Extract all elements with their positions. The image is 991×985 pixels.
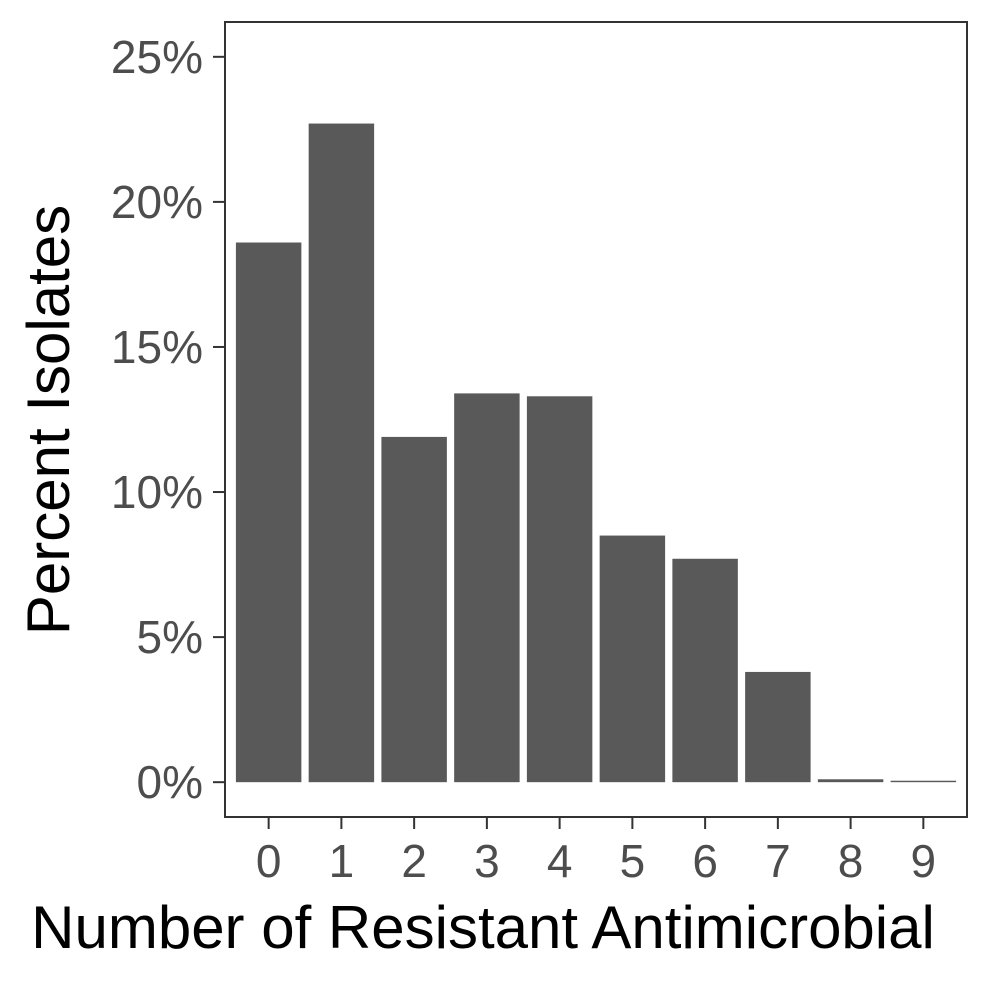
x-tick-label: 3 [474, 835, 500, 887]
bar-8 [817, 779, 884, 783]
y-tick-label: 10% [111, 466, 203, 518]
y-axis-title: Percent Isolates [15, 205, 82, 635]
x-tick-label: 7 [765, 835, 791, 887]
bar-4 [526, 396, 593, 783]
bar-6 [672, 558, 738, 783]
y-tick-label: 0% [137, 756, 203, 808]
x-tick-label: 8 [838, 835, 864, 887]
y-tick-label: 15% [111, 321, 203, 373]
bars-group [235, 123, 957, 783]
bar-2 [381, 436, 447, 783]
bar-0 [235, 242, 302, 783]
x-tick-label: 1 [329, 835, 355, 887]
x-axis-title: Number of Resistant Antimicrobial [31, 894, 935, 961]
y-axis: 0% 5% 10% 15% 20% 25% [111, 31, 225, 808]
bar-7 [745, 671, 811, 783]
y-tick-label: 5% [137, 611, 203, 663]
bar-1 [308, 123, 375, 783]
x-tick-label: 4 [547, 835, 573, 887]
x-tick-label: 6 [692, 835, 718, 887]
x-tick-label: 5 [620, 835, 646, 887]
y-tick-label: 20% [111, 176, 203, 228]
bar-5 [599, 535, 666, 783]
x-tick-label: 0 [256, 835, 282, 887]
x-tick-label: 2 [401, 835, 427, 887]
plot-panel-border [224, 21, 968, 818]
x-tick-label: 9 [911, 835, 937, 887]
bar-3 [454, 393, 520, 783]
y-tick-label: 25% [111, 31, 203, 83]
bar-9 [890, 780, 957, 783]
